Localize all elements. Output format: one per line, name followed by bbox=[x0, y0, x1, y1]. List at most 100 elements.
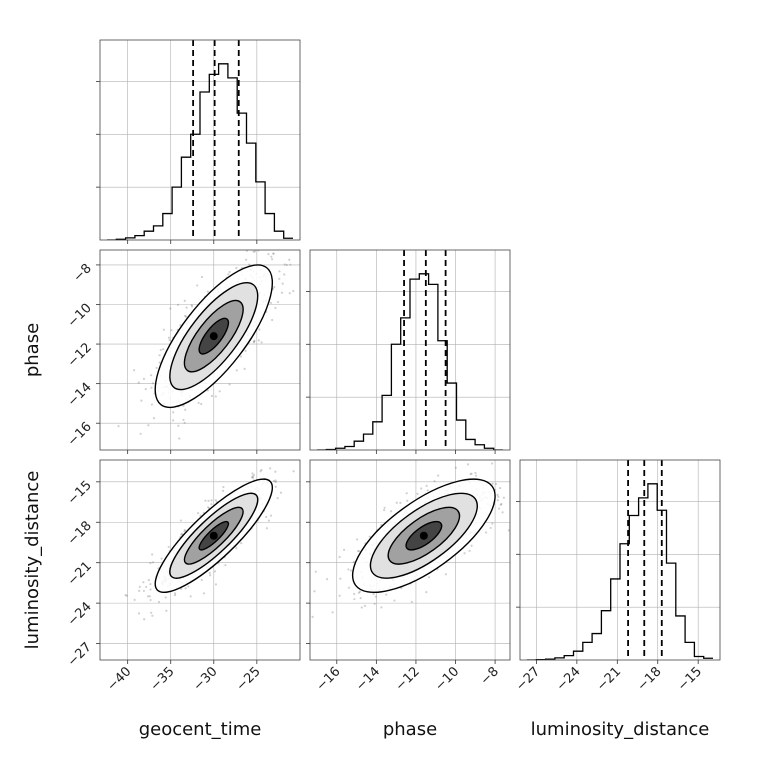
scatter-point bbox=[184, 408, 187, 411]
scatter-point bbox=[278, 277, 281, 280]
scatter-point bbox=[165, 609, 168, 612]
scatter-point bbox=[470, 544, 473, 547]
scatter-point bbox=[179, 519, 183, 522]
panel-frame bbox=[99, 459, 301, 661]
x-tick-label-phase: −14 bbox=[353, 664, 383, 694]
scatter-point bbox=[149, 588, 152, 591]
scatter-point bbox=[150, 553, 154, 556]
density-contour bbox=[154, 478, 274, 594]
x-tick-label-phase: −10 bbox=[432, 664, 462, 694]
scatter-point bbox=[138, 589, 141, 593]
histogram-phase bbox=[317, 273, 503, 450]
y-axis-label-luminosity_distance: luminosity_distance bbox=[22, 471, 43, 650]
scatter-point bbox=[349, 569, 353, 572]
scatter-point bbox=[274, 480, 277, 484]
scatter-point bbox=[358, 590, 362, 593]
scatter-point bbox=[283, 273, 286, 276]
scatter-point bbox=[170, 329, 173, 332]
scatter-point bbox=[117, 425, 120, 428]
x-tick-label-phase: −8 bbox=[478, 664, 502, 688]
density-contour bbox=[183, 299, 244, 373]
scatter-point bbox=[515, 484, 517, 486]
scatter-point bbox=[279, 491, 283, 494]
scatter-point bbox=[253, 340, 256, 343]
scatter-point bbox=[210, 499, 213, 502]
x-tick-label-phase: −16 bbox=[314, 664, 344, 694]
scatter-point bbox=[357, 550, 361, 553]
scatter-point bbox=[469, 472, 472, 476]
scatter-point bbox=[339, 577, 342, 580]
scatter-point bbox=[271, 318, 274, 322]
scatter-point bbox=[224, 564, 227, 567]
scatter-point bbox=[494, 482, 498, 486]
scatter-point bbox=[292, 470, 295, 473]
x-tick-label-luminosity_distance: −21 bbox=[594, 664, 624, 694]
scatter-point bbox=[172, 411, 175, 414]
scatter-point bbox=[243, 367, 246, 371]
scatter-point bbox=[280, 291, 284, 294]
scatter-point bbox=[187, 585, 190, 588]
scatter-point bbox=[185, 315, 188, 318]
panel-frame bbox=[309, 459, 511, 661]
scatter-point bbox=[173, 593, 177, 597]
scatter-point bbox=[491, 482, 494, 485]
panel-phase-vs-geocent_time bbox=[96, 247, 301, 454]
scatter-point bbox=[150, 386, 153, 389]
scatter-point bbox=[347, 586, 351, 589]
scatter-point bbox=[338, 594, 341, 597]
scatter-point bbox=[497, 507, 501, 510]
scatter-point bbox=[497, 495, 500, 498]
scatter-point bbox=[158, 361, 161, 364]
scatter-point bbox=[259, 470, 262, 473]
scatter-point bbox=[180, 533, 183, 536]
scatter-point bbox=[267, 519, 270, 522]
panel-phase-vs-phase bbox=[306, 249, 511, 454]
scatter-point bbox=[189, 595, 192, 598]
panel-geocent_time-vs-geocent_time bbox=[96, 39, 301, 244]
scatter-point bbox=[184, 314, 187, 317]
scatter-point bbox=[244, 349, 247, 353]
density-contour bbox=[369, 492, 478, 579]
scatter-point bbox=[357, 591, 360, 594]
scatter-point bbox=[313, 590, 316, 593]
scatter-point bbox=[269, 467, 272, 470]
scatter-point bbox=[288, 258, 291, 261]
density-peak bbox=[419, 531, 428, 540]
scatter-point bbox=[190, 305, 194, 308]
scatter-point bbox=[222, 485, 225, 489]
panel-luminosity_distance-vs-geocent_time bbox=[96, 444, 319, 664]
scatter-point bbox=[317, 444, 319, 446]
y-axis-label-phase: phase bbox=[22, 323, 43, 377]
scatter-point bbox=[142, 589, 146, 593]
scatter-point bbox=[265, 515, 268, 519]
scatter-point bbox=[280, 247, 282, 249]
scatter-point bbox=[475, 457, 477, 459]
density-peak bbox=[209, 531, 218, 540]
scatter-point bbox=[270, 255, 273, 258]
scatter-point bbox=[185, 306, 188, 309]
scatter-point bbox=[162, 328, 165, 331]
scatter-point bbox=[152, 416, 156, 420]
scatter-point bbox=[395, 501, 398, 504]
scatter-point bbox=[180, 587, 183, 591]
scatter-point bbox=[196, 284, 199, 287]
scatter-point bbox=[253, 339, 256, 342]
scatter-point bbox=[359, 597, 362, 600]
scatter-point bbox=[511, 491, 513, 493]
x-tick-label-geocent_time: −40 bbox=[104, 664, 134, 694]
scatter-point bbox=[437, 474, 440, 477]
scatter-point bbox=[149, 582, 152, 586]
scatter-point bbox=[470, 472, 473, 475]
scatter-point bbox=[174, 592, 177, 595]
scatter-point bbox=[146, 595, 150, 598]
scatter-point bbox=[491, 522, 494, 525]
panel-luminosity_distance-vs-phase bbox=[306, 457, 517, 664]
scatter-point bbox=[454, 466, 457, 469]
scatter-point bbox=[147, 579, 150, 582]
y-tick-label-luminosity_distance: −24 bbox=[65, 599, 95, 629]
scatter-point bbox=[356, 549, 360, 553]
scatter-point bbox=[138, 612, 141, 615]
scatter-point bbox=[433, 480, 436, 483]
y-tick-label-phase: −8 bbox=[71, 261, 95, 285]
scatter-point bbox=[342, 548, 346, 551]
